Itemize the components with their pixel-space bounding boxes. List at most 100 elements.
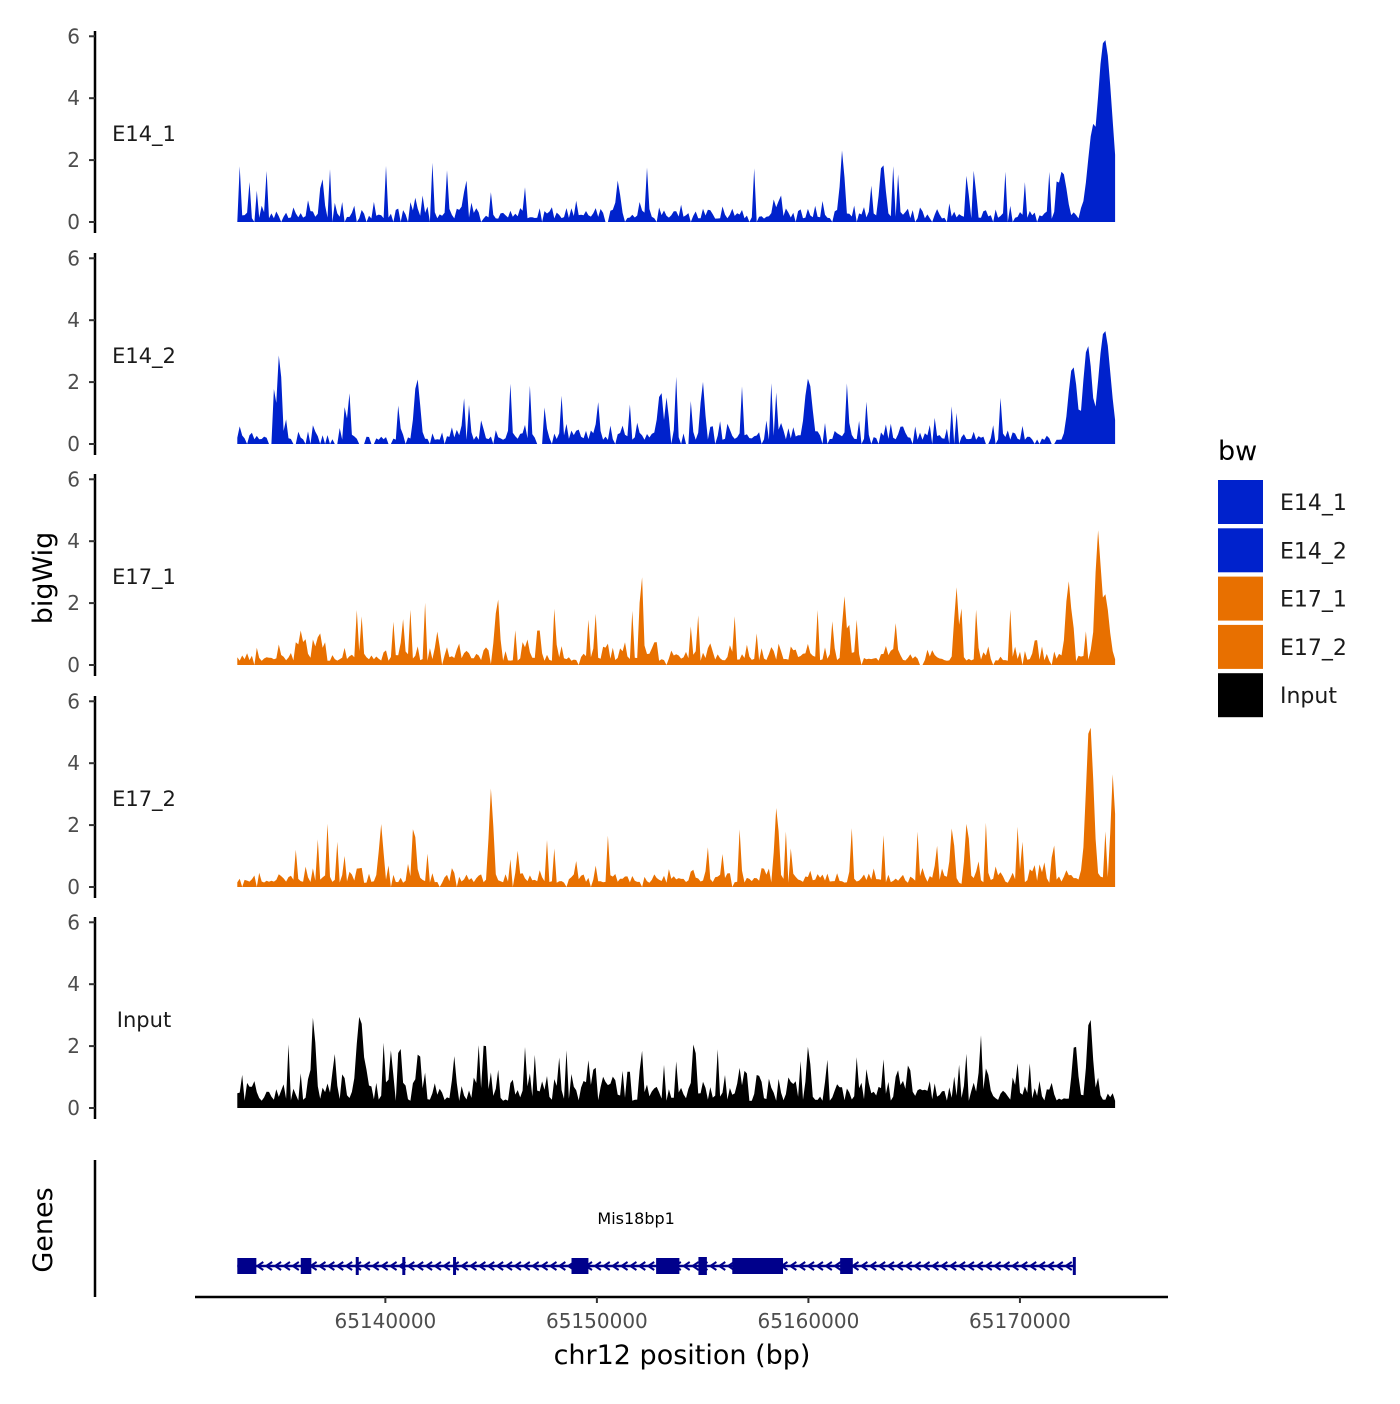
strand-arrow [619,1261,629,1271]
exon [237,1258,257,1274]
strand-arrow [690,1261,700,1271]
strand-arrow [930,1261,940,1271]
legend-swatch-E14_2 [1218,528,1263,573]
signal-area-E14_2 [237,331,1116,444]
exon [656,1258,680,1274]
signal-area-E14_1 [237,40,1116,222]
y-tick-label: 6 [67,246,80,270]
strand-arrow [335,1261,344,1271]
strand-arrow [628,1261,637,1271]
track-label-E14_2: E14_2 [112,344,176,369]
x-tick-label: 65170000 [969,1309,1071,1333]
strand-arrow [939,1261,948,1271]
y-tick-label: 6 [67,24,80,48]
strand-arrow [983,1261,993,1271]
track-label-E14_1: E14_1 [112,122,176,147]
strand-arrow [708,1261,717,1271]
strand-arrow [326,1261,335,1271]
genes-layer: Mis18bp1 [93,1160,1076,1297]
strand-arrow [530,1261,540,1271]
exon [355,1257,359,1275]
y-tick-label: 6 [67,910,80,934]
strand-arrow [317,1261,327,1271]
strand-arrow [486,1261,495,1271]
exon [732,1258,784,1274]
y-tick-label: 2 [67,813,80,837]
strand-arrow [637,1261,646,1271]
legend-swatch-E14_1 [1218,480,1263,524]
signal-area-E17_2 [237,727,1116,887]
track-panel-E14_2: 0 2 4 6 E14_2 [67,246,1116,456]
strand-arrow [975,1261,984,1271]
strand-arrow [921,1261,931,1271]
strand-arrow [904,1261,913,1271]
strand-arrow [504,1261,513,1271]
strand-arrow [859,1261,868,1271]
y-tick-label: 4 [67,86,80,110]
strand-arrow [966,1261,975,1271]
legend-swatch-E17_2 [1218,624,1263,669]
strand-arrow [353,1261,362,1271]
x-tick-label: 65150000 [546,1309,648,1333]
exon [840,1258,853,1274]
strand-arrow [495,1261,504,1271]
strand-arrow [450,1261,460,1271]
strand-arrow [868,1261,877,1271]
strand-arrow [1037,1261,1046,1271]
strand-arrow [442,1261,451,1271]
strand-arrow [255,1261,264,1271]
legend-label-E14_2: E14_2 [1280,539,1347,564]
y-tick-label: 6 [67,689,80,713]
signal-area-Input [237,1016,1116,1108]
exon [453,1257,457,1275]
strand-arrow [468,1261,478,1271]
strand-arrow [797,1261,806,1271]
y-tick-label: 4 [67,529,80,553]
strand-arrow [593,1261,602,1271]
y-tick-label: 0 [67,1096,80,1120]
y-tick-label: 0 [67,432,80,456]
strand-arrow [877,1261,886,1271]
strand-arrow [477,1261,486,1271]
strand-arrow [415,1261,424,1271]
y-tick-label: 0 [67,653,80,677]
legend-label-E17_2: E17_2 [1280,636,1347,661]
x-axis-title: chr12 position (bp) [554,1340,811,1371]
strand-arrow [948,1261,957,1271]
strand-arrow [433,1261,442,1271]
strand-arrow [273,1261,282,1271]
y-tick-label: 0 [67,210,80,234]
strand-arrow [539,1261,549,1271]
track-panel-E17_1: 0 2 4 6 E17_1 [67,467,1116,677]
strand-arrow [886,1261,895,1271]
legend-label-Input: Input [1280,684,1337,709]
strand-arrow [1019,1261,1028,1271]
legend-title: bw [1218,436,1257,467]
strand-arrow [264,1261,273,1271]
gene-label: Mis18bp1 [597,1209,674,1228]
legend-swatch-Input [1218,673,1263,718]
strand-arrow [895,1261,904,1271]
strand-arrow [1063,1261,1073,1271]
y-tick-label: 2 [67,148,80,172]
y-tick-label: 6 [67,467,80,491]
track-panel-E14_1: 0 2 4 6 E14_1 [67,24,1116,234]
strand-arrow [291,1261,300,1271]
y-tick-label: 4 [67,308,80,332]
strand-arrow [806,1261,815,1271]
strand-arrow [912,1261,922,1271]
x-tick-label: 65160000 [758,1309,860,1333]
strand-arrow [681,1261,691,1271]
strand-arrow [992,1261,1002,1271]
strand-arrow [610,1261,620,1271]
strand-arrow [362,1261,371,1271]
strand-arrow [824,1261,833,1271]
strand-arrow [406,1261,415,1271]
track-label-E17_2: E17_2 [112,787,176,812]
track-label-E17_1: E17_1 [112,565,176,590]
strand-arrow [601,1261,611,1271]
strand-arrow [1001,1261,1011,1271]
track-label-Input: Input [117,1008,171,1032]
exon [402,1257,406,1275]
